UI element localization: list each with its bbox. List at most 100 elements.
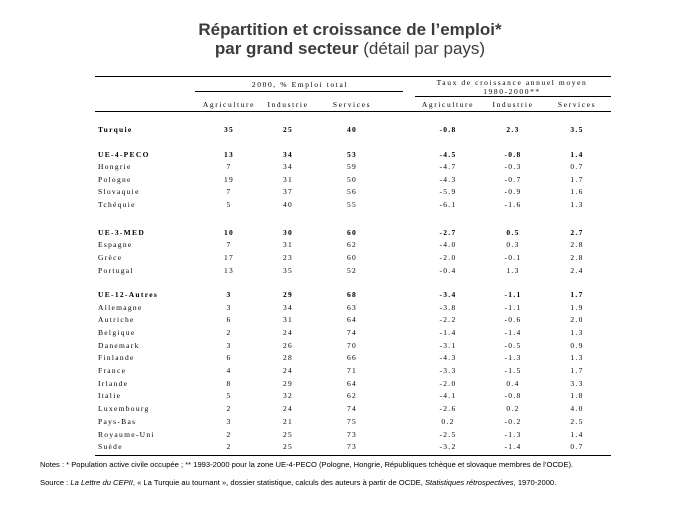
table-cell: 52 bbox=[346, 266, 358, 275]
table-cell: -3.4 bbox=[439, 290, 457, 299]
header-group-growth-line2: 1980-2000** bbox=[483, 87, 541, 96]
column-header-0: Agriculture bbox=[202, 100, 256, 109]
table-cell: -1.1 bbox=[504, 290, 522, 299]
table-cell: 0.2 bbox=[506, 404, 520, 413]
table-cell: 1.3 bbox=[570, 353, 584, 362]
table-cell: 2.5 bbox=[570, 417, 584, 426]
row-label: Italie bbox=[98, 391, 122, 400]
row-label: Hongrie bbox=[98, 162, 132, 171]
table-cell: 1.3 bbox=[506, 266, 520, 275]
table-cell: 62 bbox=[346, 240, 358, 249]
table-cell: -3.3 bbox=[439, 366, 457, 375]
table-cell: 13 bbox=[223, 150, 235, 159]
table-cell: -4.5 bbox=[439, 150, 457, 159]
table-cell: 4.0 bbox=[570, 404, 584, 413]
table-cell: 0.2 bbox=[441, 417, 455, 426]
row-label: Tchéquie bbox=[98, 200, 136, 209]
table-cell: -2.0 bbox=[439, 379, 457, 388]
table-cell: 2 bbox=[226, 328, 232, 337]
table-cell: -0.8 bbox=[504, 391, 522, 400]
table-cell: 2.8 bbox=[570, 240, 584, 249]
table-cell: 21 bbox=[282, 417, 294, 426]
table-cell: 1.4 bbox=[570, 430, 584, 439]
table-cell: -1.1 bbox=[504, 303, 522, 312]
table-cell: 35 bbox=[282, 266, 294, 275]
table-cell: 40 bbox=[346, 125, 358, 134]
table-cell: 2.8 bbox=[570, 253, 584, 262]
source-dataset: Statistiques rétrospectives bbox=[424, 478, 514, 487]
table-cell: 10 bbox=[223, 228, 235, 237]
table-cell: 2.0 bbox=[570, 315, 584, 324]
title-line-2-bold: par grand secteur bbox=[214, 39, 359, 58]
table-cell: -1.3 bbox=[504, 430, 522, 439]
table-cell: 71 bbox=[346, 366, 358, 375]
header-group-employment: 2000, % Emploi total bbox=[251, 80, 349, 89]
table-cell: 0.3 bbox=[506, 240, 520, 249]
table-cell: 73 bbox=[346, 430, 358, 439]
header-group-growth-line1: Taux de croissance annuel moyen bbox=[436, 78, 588, 87]
title-line-2: par grand secteur (détail par pays) bbox=[0, 39, 700, 58]
table-cell: 1.7 bbox=[570, 290, 584, 299]
header-group-1-rule bbox=[195, 91, 403, 92]
table-cell: 1.3 bbox=[570, 200, 584, 209]
table-cell: -1.3 bbox=[504, 353, 522, 362]
table-cell: 3 bbox=[226, 290, 232, 299]
table-cell: 19 bbox=[223, 175, 235, 184]
table-cell: -0.8 bbox=[439, 125, 457, 134]
table-cell: -1.4 bbox=[504, 442, 522, 451]
table-cell: 3 bbox=[226, 341, 232, 350]
table-cell: -2.6 bbox=[439, 404, 457, 413]
table-cell: 64 bbox=[346, 315, 358, 324]
row-label: Turquie bbox=[98, 125, 133, 134]
table-cell: -4.3 bbox=[439, 353, 457, 362]
table-cell: 5 bbox=[226, 391, 232, 400]
row-label: Autriche bbox=[98, 315, 135, 324]
row-label: Royaume-Uni bbox=[98, 430, 155, 439]
row-label: Danemark bbox=[98, 341, 140, 350]
table-cell: -0.1 bbox=[504, 253, 522, 262]
table-cell: 31 bbox=[282, 175, 294, 184]
row-label: Luxembourg bbox=[98, 404, 150, 413]
row-label: Irlande bbox=[98, 379, 129, 388]
table-cell: -1.6 bbox=[504, 200, 522, 209]
table-cell: 1.9 bbox=[570, 303, 584, 312]
table-cell: 1.4 bbox=[570, 150, 584, 159]
row-label: UE-12-Autres bbox=[98, 290, 159, 299]
table-cell: -2.7 bbox=[439, 228, 457, 237]
table-cell: -0.5 bbox=[504, 341, 522, 350]
table-cell: 1.7 bbox=[570, 366, 584, 375]
table-bottom-rule bbox=[95, 455, 611, 456]
page-title: Répartition et croissance de l’emploi* p… bbox=[0, 20, 700, 58]
table-cell: -0.2 bbox=[504, 417, 522, 426]
table-cell: 3.5 bbox=[570, 125, 584, 134]
table-cell: -4.0 bbox=[439, 240, 457, 249]
row-label: Grèce bbox=[98, 253, 123, 262]
header-group-2-rule bbox=[415, 96, 611, 97]
row-label: Portugal bbox=[98, 266, 134, 275]
table-cell: -2.5 bbox=[439, 430, 457, 439]
table-cell: 31 bbox=[282, 315, 294, 324]
table-cell: 74 bbox=[346, 328, 358, 337]
table-cell: 68 bbox=[346, 290, 358, 299]
table-cell: 64 bbox=[346, 379, 358, 388]
table-cell: 23 bbox=[282, 253, 294, 262]
table-cell: 31 bbox=[282, 240, 294, 249]
table-cell: 0.5 bbox=[506, 228, 520, 237]
table-cell: 34 bbox=[282, 150, 294, 159]
table-cell: 3.3 bbox=[570, 379, 584, 388]
table-cell: 60 bbox=[346, 228, 358, 237]
table-cell: 0.7 bbox=[570, 162, 584, 171]
table-cell: 24 bbox=[282, 328, 294, 337]
table-cell: 32 bbox=[282, 391, 294, 400]
table-cell: 60 bbox=[346, 253, 358, 262]
row-label: Allemagne bbox=[98, 303, 143, 312]
table-cell: -1.4 bbox=[439, 328, 457, 337]
table-cell: 1.7 bbox=[570, 175, 584, 184]
table-cell: 59 bbox=[346, 162, 358, 171]
table-cell: 70 bbox=[346, 341, 358, 350]
table-cell: 29 bbox=[282, 379, 294, 388]
table-cell: -3.1 bbox=[439, 341, 457, 350]
table-cell: -0.9 bbox=[504, 187, 522, 196]
table-cell: 7 bbox=[226, 187, 232, 196]
table-cell: 1.3 bbox=[570, 328, 584, 337]
